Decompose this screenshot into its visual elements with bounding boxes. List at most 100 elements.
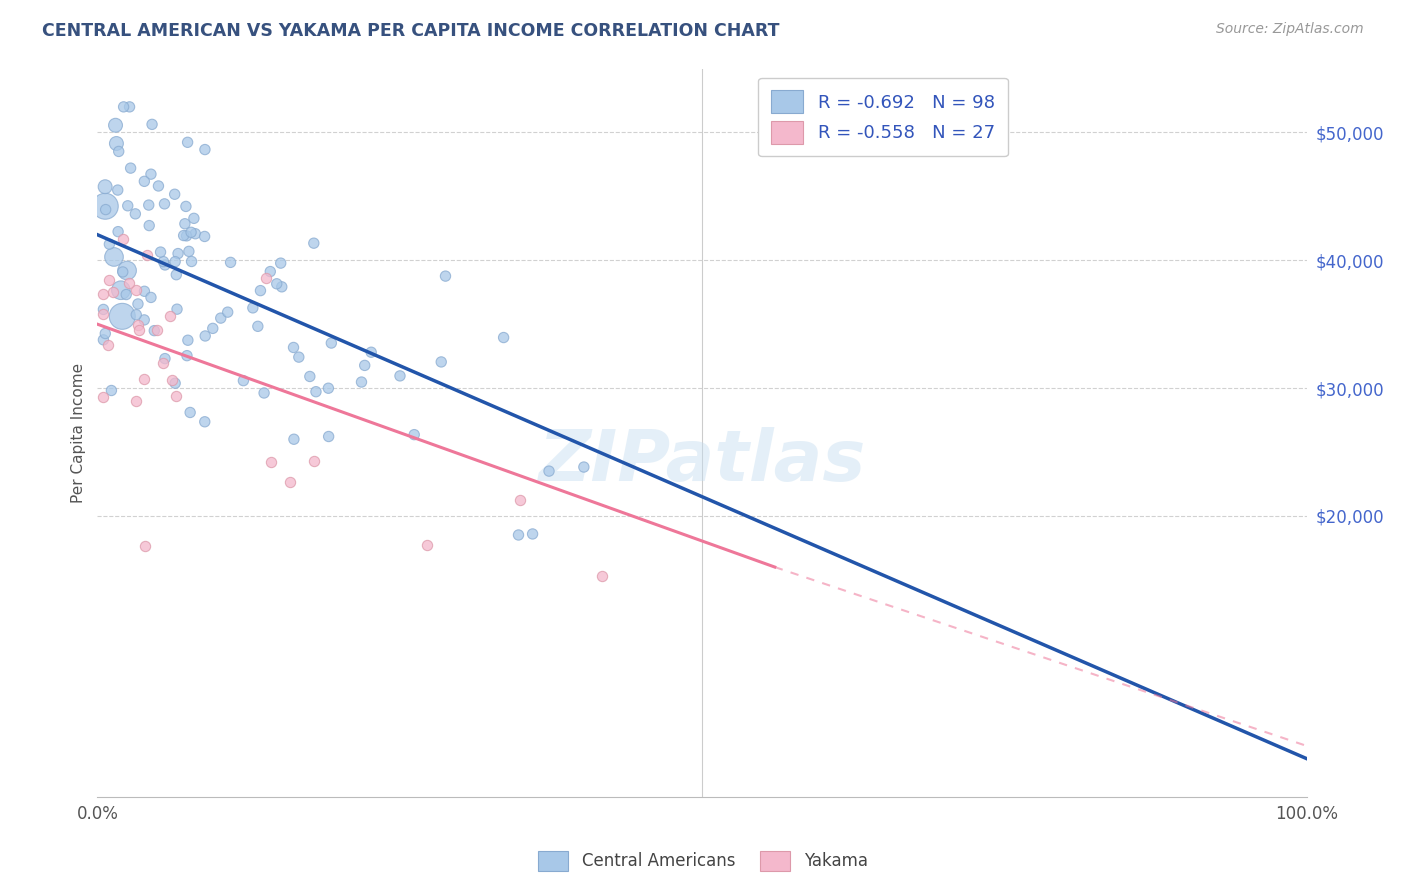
Point (153, 351, 176, 366)
Point (134, 285, 156, 299)
Point (128, 323, 150, 337)
Point (167, 246, 190, 260)
Point (125, 394, 148, 409)
Point (194, 415, 217, 429)
Text: CENTRAL AMERICAN VS YAKAMA PER CAPITA INCOME CORRELATION CHART: CENTRAL AMERICAN VS YAKAMA PER CAPITA IN… (42, 22, 780, 40)
Point (100, 384, 122, 398)
Point (134, 174, 156, 188)
Point (242, 301, 264, 315)
Point (165, 376, 187, 391)
Point (103, 285, 125, 300)
Point (94, 179, 117, 194)
Point (107, 183, 129, 197)
Point (93, 333, 115, 347)
Point (115, 263, 138, 277)
Point (107, 225, 129, 239)
Point (350, 375, 373, 389)
Point (127, 297, 149, 311)
Point (165, 389, 187, 403)
Point (112, 100, 135, 114)
Point (153, 258, 176, 272)
Point (94, 326, 117, 341)
Point (138, 198, 160, 212)
Point (180, 254, 202, 268)
Point (149, 245, 172, 260)
Point (270, 280, 292, 294)
Text: Source: ZipAtlas.com: Source: ZipAtlas.com (1216, 22, 1364, 37)
Point (124, 207, 146, 221)
Legend: Central Americans, Yakama: Central Americans, Yakama (530, 842, 876, 880)
Point (93, 390, 115, 404)
Point (388, 368, 411, 383)
Text: ZIPatlas: ZIPatlas (538, 427, 866, 497)
Point (270, 256, 292, 270)
Point (111, 310, 134, 324)
Point (219, 255, 242, 269)
Point (118, 100, 141, 114)
Point (162, 373, 184, 387)
Point (111, 232, 134, 246)
Point (321, 336, 343, 351)
Point (134, 539, 156, 553)
Point (159, 310, 181, 324)
Point (153, 197, 176, 211)
Point (93, 307, 115, 321)
Point (572, 460, 595, 475)
Point (165, 254, 187, 268)
Point (97, 337, 120, 351)
Point (434, 269, 457, 284)
Point (139, 290, 162, 304)
Point (416, 538, 439, 552)
Point (194, 143, 217, 157)
Point (174, 199, 197, 213)
Point (318, 429, 340, 443)
Point (537, 464, 560, 478)
Point (201, 321, 224, 335)
Point (302, 236, 325, 251)
Point (93, 286, 115, 301)
Point (134, 372, 156, 386)
Point (105, 136, 128, 151)
Point (152, 356, 174, 370)
Point (97, 272, 120, 286)
Point (176, 349, 198, 363)
Point (143, 324, 166, 338)
Point (183, 211, 205, 226)
Point (217, 305, 239, 319)
Point (260, 455, 283, 469)
Point (177, 244, 200, 259)
Point (305, 384, 328, 399)
Point (492, 330, 515, 344)
Point (139, 167, 162, 181)
Point (283, 432, 305, 446)
Point (117, 199, 139, 213)
Point (163, 187, 186, 202)
Point (110, 283, 132, 297)
Point (522, 527, 544, 541)
Point (184, 227, 207, 241)
Point (177, 333, 200, 347)
Point (138, 219, 160, 233)
Point (508, 528, 530, 542)
Point (176, 228, 198, 243)
Point (179, 405, 201, 419)
Point (173, 217, 195, 231)
Point (278, 475, 301, 490)
Point (125, 308, 148, 322)
Point (249, 284, 271, 298)
Point (404, 427, 426, 442)
Point (103, 250, 125, 264)
Point (118, 276, 141, 290)
Point (115, 287, 138, 301)
Point (166, 302, 188, 317)
Point (591, 569, 613, 583)
Point (353, 359, 375, 373)
Point (127, 318, 149, 332)
Point (209, 311, 232, 326)
Legend: R = -0.692   N = 98, R = -0.558   N = 27: R = -0.692 N = 98, R = -0.558 N = 27 (758, 78, 1008, 156)
Point (509, 493, 531, 508)
Point (141, 117, 163, 131)
Point (194, 229, 217, 244)
Point (194, 329, 217, 343)
Point (283, 341, 305, 355)
